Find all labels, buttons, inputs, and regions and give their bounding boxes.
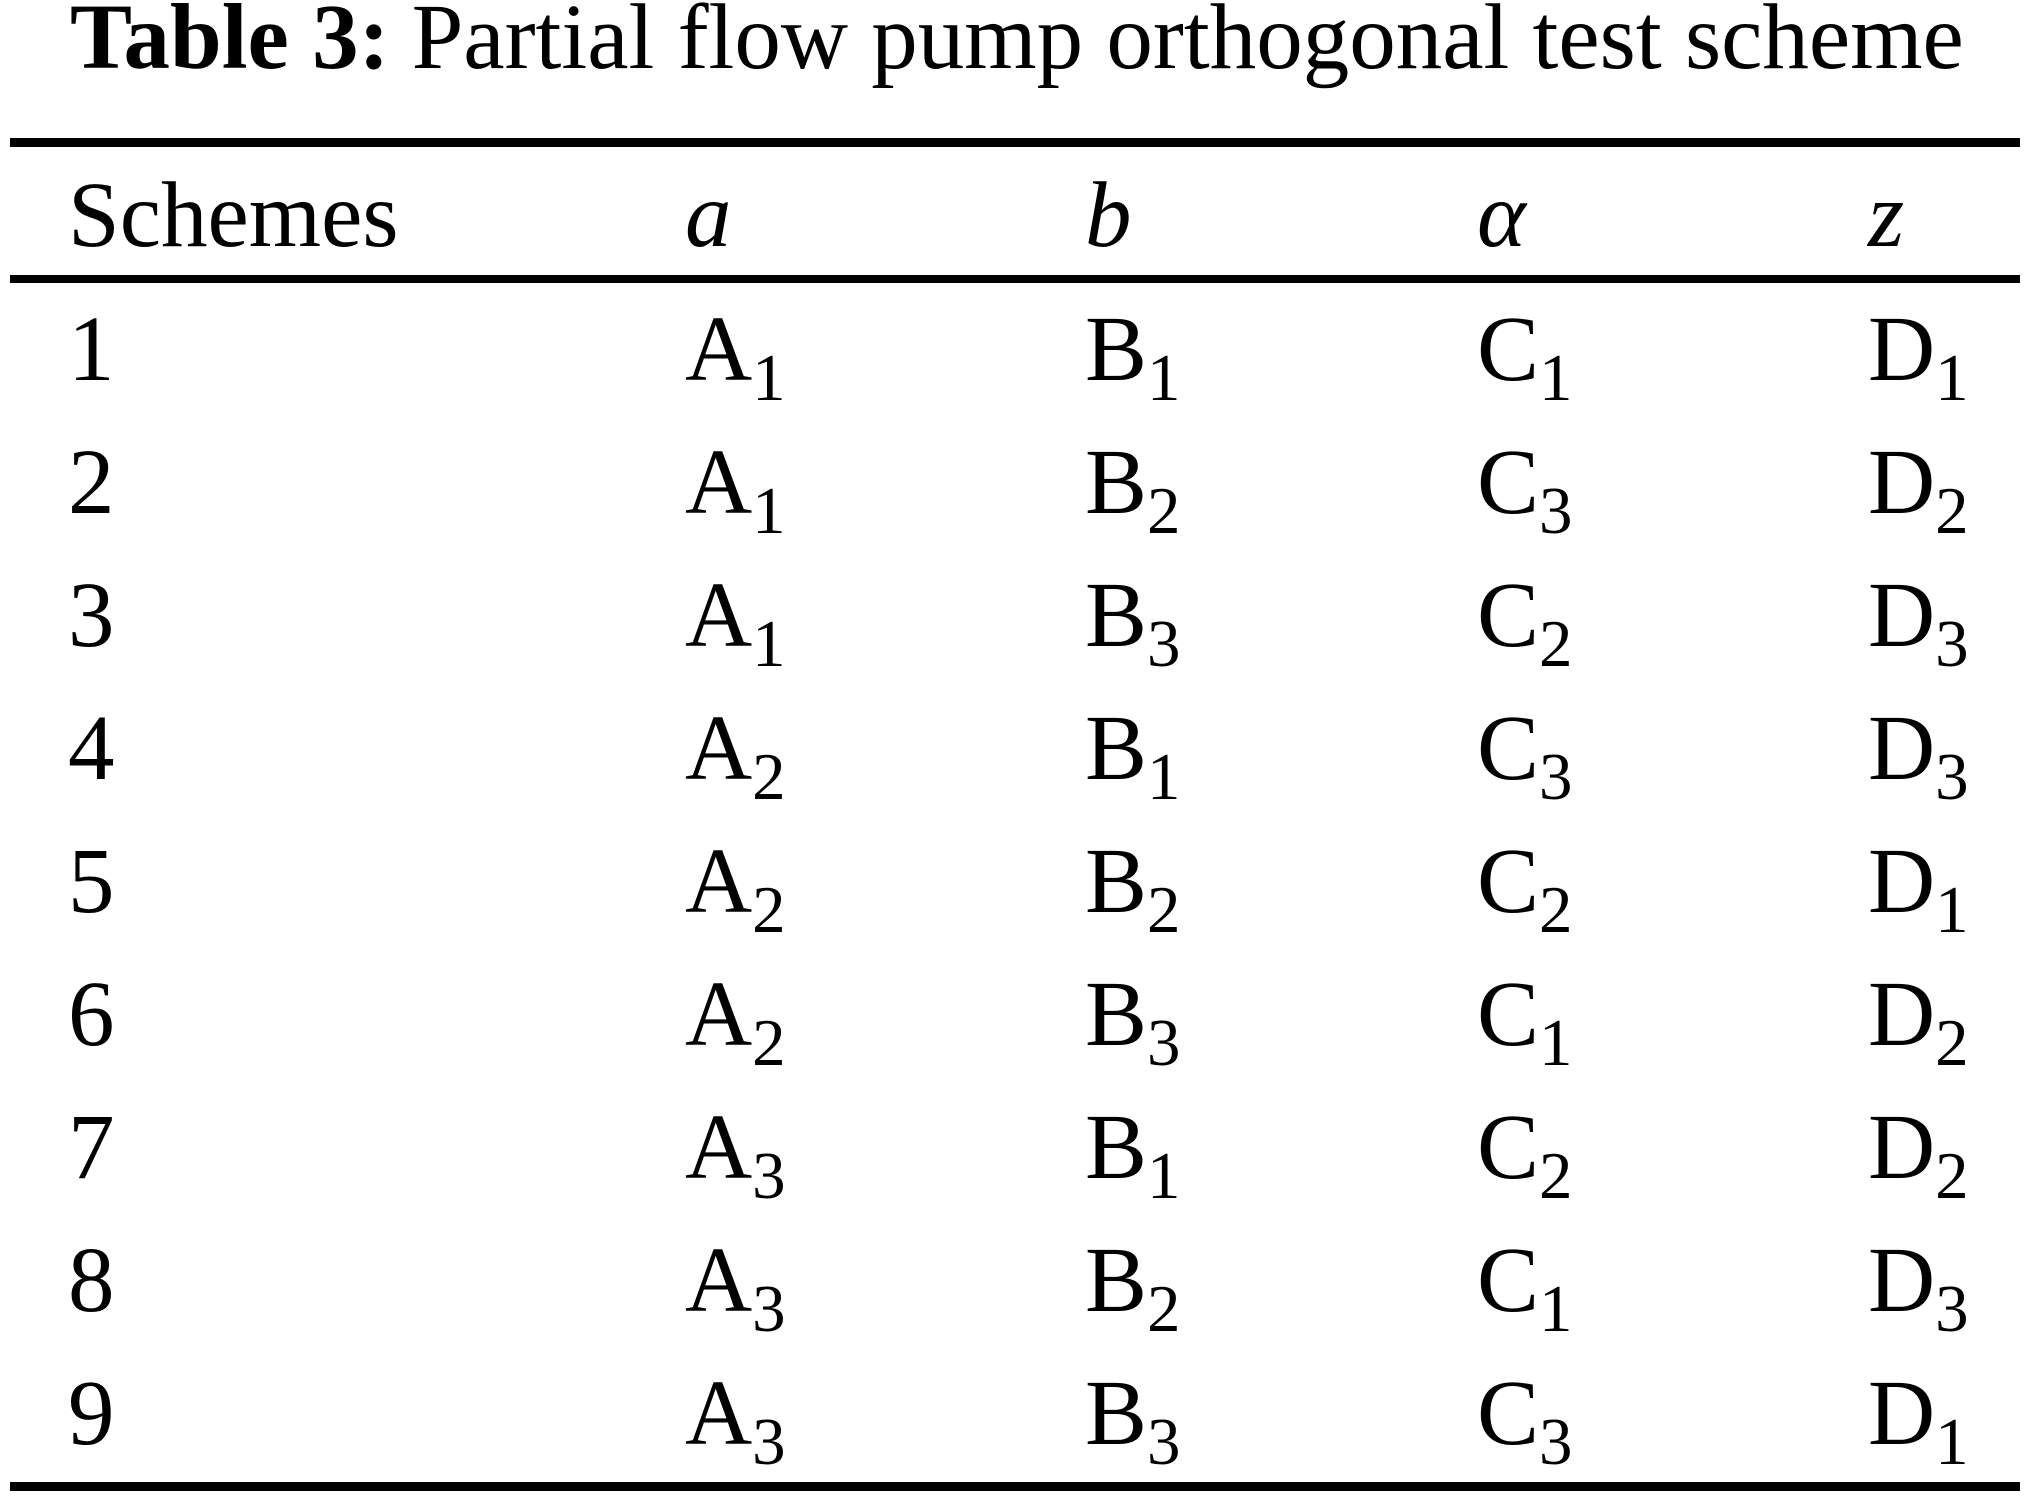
factor-z-cell: D3	[1868, 564, 1969, 682]
table-row: 3 A1 B3 C2 D3	[0, 569, 2030, 702]
column-header-b: b	[1085, 164, 1132, 267]
factor-alpha-cell: C1	[1477, 963, 1573, 1081]
factor-a-cell: A3	[685, 1362, 786, 1480]
column-header-a: a	[685, 164, 732, 267]
factor-alpha-cell: C3	[1477, 431, 1573, 549]
factor-b-cell: B1	[1085, 1096, 1181, 1214]
factor-z-cell: D2	[1868, 963, 1969, 1081]
factor-b-cell: B2	[1085, 431, 1181, 549]
scheme-number-cell: 5	[68, 830, 115, 933]
factor-a-cell: A2	[685, 963, 786, 1081]
factor-a-cell: A2	[685, 697, 786, 815]
factor-z-cell: D1	[1868, 1362, 1969, 1480]
table-bottom-rule	[10, 1482, 2020, 1491]
factor-b-cell: B1	[1085, 298, 1181, 416]
factor-alpha-cell: C2	[1477, 1096, 1573, 1214]
column-header-alpha: α	[1477, 164, 1526, 267]
factor-b-cell: B2	[1085, 1229, 1181, 1347]
scheme-number-cell: 6	[68, 963, 115, 1066]
table-row: 7 A3 B1 C2 D2	[0, 1101, 2030, 1234]
scheme-number-cell: 4	[68, 697, 115, 800]
column-header-z: z	[1868, 164, 1905, 267]
factor-z-cell: D1	[1868, 830, 1969, 948]
factor-z-cell: D2	[1868, 431, 1969, 549]
factor-alpha-cell: C2	[1477, 564, 1573, 682]
table-top-rule	[10, 138, 2020, 147]
factor-b-cell: B1	[1085, 697, 1181, 815]
table-row: 1 A1 B1 C1 D1	[0, 303, 2030, 436]
table-row: 6 A2 B3 C1 D2	[0, 968, 2030, 1101]
factor-a-cell: A1	[685, 298, 786, 416]
scheme-number-cell: 1	[68, 298, 115, 401]
factor-a-cell: A1	[685, 431, 786, 549]
factor-z-cell: D1	[1868, 298, 1969, 416]
table-row: 5 A2 B2 C2 D1	[0, 835, 2030, 968]
factor-alpha-cell: C2	[1477, 830, 1573, 948]
table-body: 1 A1 B1 C1 D1 2 A1 B2 C3 D2 3 A1 B3 C2 D…	[0, 303, 2030, 1500]
factor-b-cell: B3	[1085, 564, 1181, 682]
table-row: 9 A3 B3 C3 D1	[0, 1367, 2030, 1500]
caption-label: Table 3:	[70, 0, 390, 89]
factor-z-cell: D3	[1868, 1229, 1969, 1347]
factor-alpha-cell: C3	[1477, 1362, 1573, 1480]
table-header-row: Schemes a b α z	[0, 169, 2030, 275]
table-header-rule	[10, 275, 2020, 283]
table-row: 8 A3 B2 C1 D3	[0, 1234, 2030, 1367]
factor-b-cell: B3	[1085, 963, 1181, 1081]
factor-a-cell: A2	[685, 830, 786, 948]
factor-z-cell: D2	[1868, 1096, 1969, 1214]
scheme-number-cell: 8	[68, 1229, 115, 1332]
factor-alpha-cell: C1	[1477, 298, 1573, 416]
table-row: 2 A1 B2 C3 D2	[0, 436, 2030, 569]
factor-alpha-cell: C3	[1477, 697, 1573, 815]
factor-a-cell: A1	[685, 564, 786, 682]
column-header-schemes: Schemes	[68, 164, 399, 267]
factor-b-cell: B2	[1085, 830, 1181, 948]
factor-a-cell: A3	[685, 1229, 786, 1347]
table-caption: Table 3: Partial flow pump orthogonal tes…	[70, 0, 1964, 84]
factor-a-cell: A3	[685, 1096, 786, 1214]
caption-text: Partial flow pump orthogonal test scheme	[411, 0, 1964, 89]
factor-alpha-cell: C1	[1477, 1229, 1573, 1347]
scheme-number-cell: 3	[68, 564, 115, 667]
factor-z-cell: D3	[1868, 697, 1969, 815]
scheme-number-cell: 2	[68, 431, 115, 534]
scheme-number-cell: 7	[68, 1096, 115, 1199]
scheme-number-cell: 9	[68, 1362, 115, 1465]
factor-b-cell: B3	[1085, 1362, 1181, 1480]
table-row: 4 A2 B1 C3 D3	[0, 702, 2030, 835]
